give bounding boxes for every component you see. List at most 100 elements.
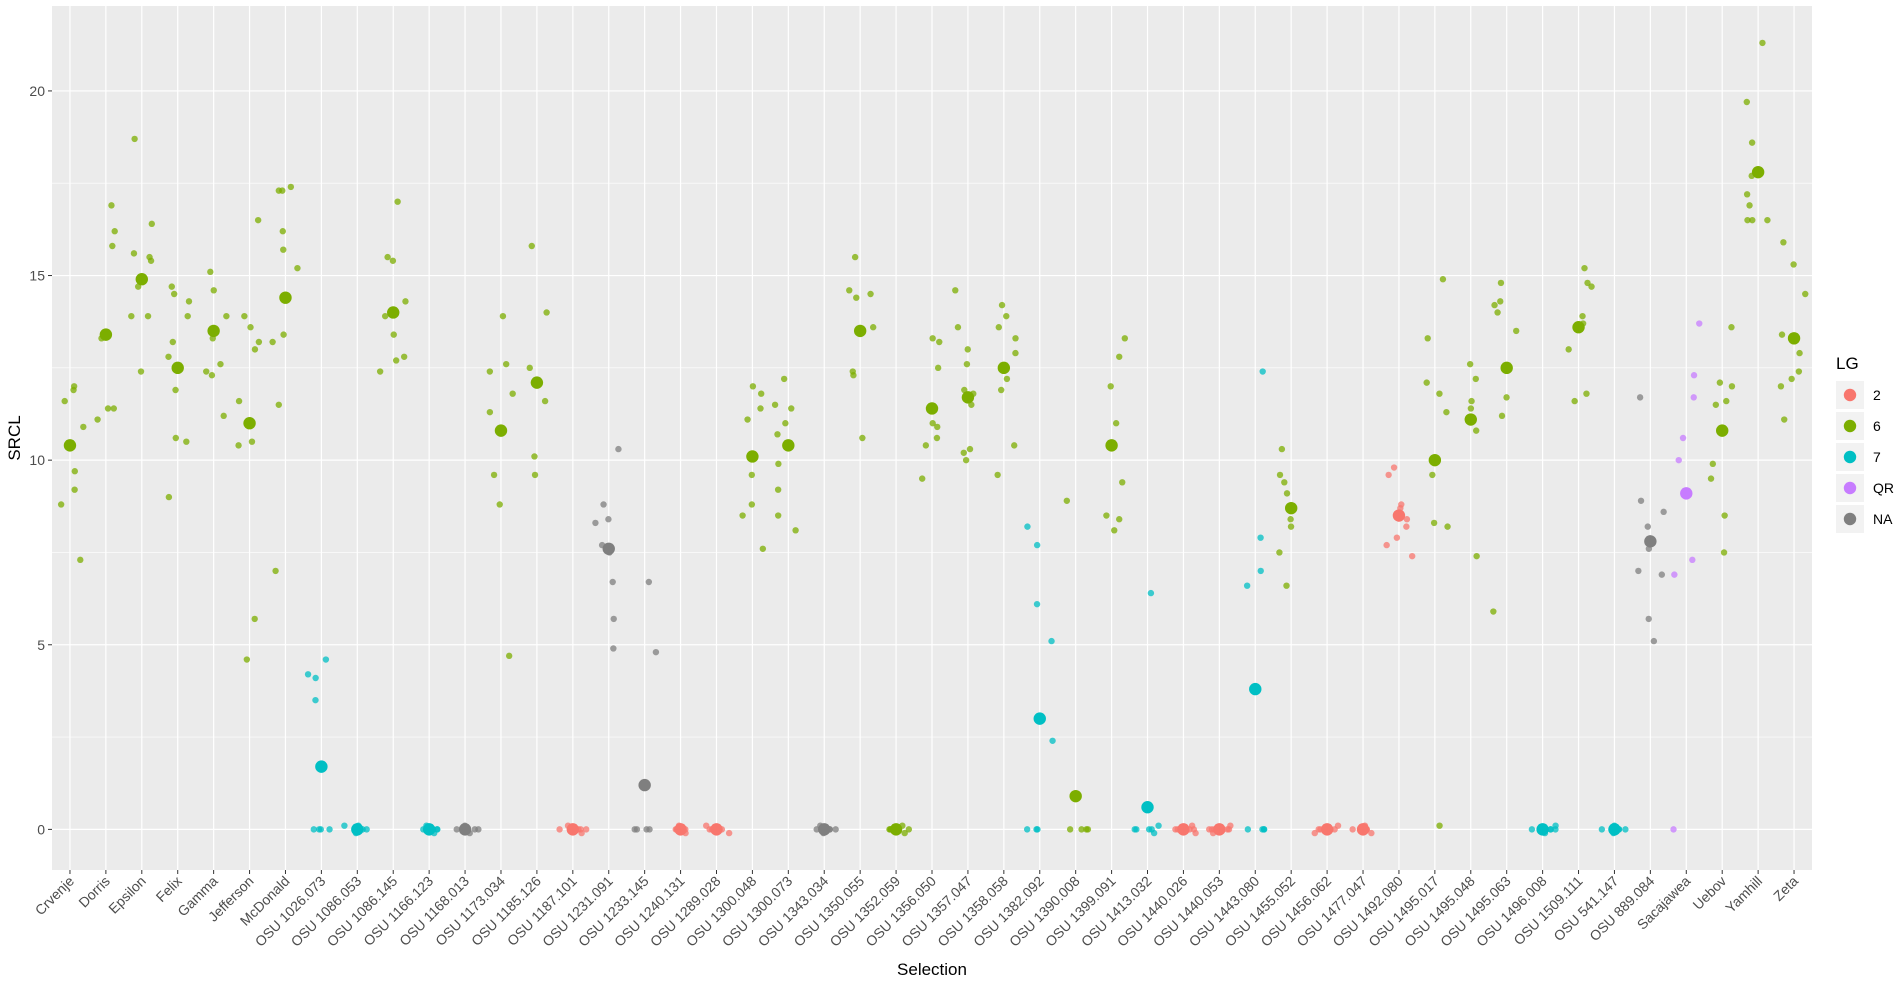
- data-point: [287, 183, 295, 191]
- mean-point: [853, 324, 867, 338]
- mean-point: [1500, 361, 1513, 375]
- mean-point: [135, 273, 148, 286]
- mean-point: [1644, 535, 1657, 548]
- legend-label-2: 2: [1873, 387, 1881, 403]
- data-point: [220, 412, 227, 420]
- data-point: [964, 346, 971, 353]
- data-point: [966, 445, 974, 453]
- data-point: [280, 246, 287, 253]
- data-point: [294, 264, 301, 272]
- data-point: [952, 287, 959, 294]
- data-point: [531, 453, 538, 460]
- data-point: [1033, 826, 1040, 833]
- data-point: [528, 242, 535, 250]
- data-point: [217, 360, 224, 368]
- data-point: [505, 652, 513, 660]
- data-point: [248, 438, 256, 445]
- data-point: [605, 516, 612, 523]
- mean-point: [1751, 165, 1765, 179]
- data-point: [1244, 826, 1252, 833]
- data-point: [1584, 279, 1591, 287]
- data-point: [389, 257, 397, 264]
- data-point: [1003, 375, 1011, 383]
- data-point: [1547, 826, 1554, 833]
- data-point: [1796, 349, 1803, 357]
- data-point: [1116, 353, 1123, 360]
- data-point: [1644, 523, 1651, 530]
- data-point: [1749, 216, 1756, 224]
- data-point: [304, 671, 312, 678]
- mean-point: [1680, 487, 1693, 500]
- data-point: [57, 501, 65, 508]
- data-point: [185, 298, 193, 305]
- data-point: [390, 331, 397, 338]
- mean-point: [99, 328, 113, 341]
- data-point: [774, 512, 782, 519]
- mean-point: [818, 823, 831, 836]
- data-point: [1645, 615, 1652, 623]
- data-point: [1225, 826, 1233, 833]
- data-point: [1368, 829, 1375, 837]
- legend-label-6: 6: [1873, 418, 1881, 434]
- y-axis-title: SRCL: [5, 415, 24, 460]
- data-point: [1393, 534, 1401, 541]
- data-point: [775, 460, 782, 468]
- mean-point: [602, 542, 615, 555]
- data-point: [748, 471, 756, 479]
- data-point: [1671, 571, 1678, 578]
- mean-point: [1572, 321, 1585, 334]
- data-point: [934, 423, 941, 431]
- data-point: [954, 324, 962, 331]
- legend-key-NA: [1843, 512, 1857, 526]
- data-point: [1436, 390, 1443, 397]
- mean-point: [1392, 509, 1406, 522]
- data-point: [995, 324, 1002, 331]
- data-point: [744, 416, 751, 423]
- data-point: [471, 826, 479, 833]
- data-point: [172, 434, 179, 442]
- data-point: [853, 294, 860, 301]
- data-point: [1728, 383, 1736, 390]
- data-point: [1690, 394, 1697, 401]
- mean-point: [1033, 712, 1046, 725]
- data-point: [757, 405, 764, 412]
- data-point: [1788, 375, 1795, 383]
- x-tick-label: Crvenje: [32, 873, 78, 919]
- data-point: [1721, 512, 1728, 519]
- y-tick-label: 0: [37, 821, 45, 837]
- data-point: [609, 578, 616, 586]
- data-point: [247, 324, 254, 331]
- data-point: [111, 228, 118, 235]
- data-point: [1744, 216, 1751, 224]
- data-point: [757, 390, 765, 397]
- data-point: [490, 471, 498, 479]
- data-point: [919, 475, 926, 482]
- data-point: [1430, 519, 1438, 527]
- data-point: [1579, 312, 1586, 320]
- data-point: [1759, 39, 1766, 47]
- legend: LG 2 6 7 QR NA: [1836, 354, 1894, 533]
- data-point: [771, 401, 779, 408]
- data-point: [1147, 589, 1155, 597]
- data-point: [223, 312, 230, 320]
- mean-point: [1069, 789, 1082, 803]
- data-point: [71, 486, 78, 493]
- data-point: [963, 360, 971, 368]
- data-point: [1287, 523, 1295, 530]
- y-axis-ticks: 0 5 10 15 20: [29, 83, 52, 837]
- data-point: [1746, 202, 1753, 209]
- data-point: [1049, 737, 1056, 744]
- mean-point: [207, 324, 220, 338]
- data-point: [172, 386, 179, 394]
- data-point: [583, 826, 590, 833]
- data-point: [1795, 368, 1803, 375]
- data-point: [1012, 335, 1019, 342]
- data-point: [600, 501, 607, 508]
- data-point: [1003, 312, 1010, 320]
- mean-point: [387, 306, 400, 319]
- data-point: [922, 442, 930, 449]
- data-point: [1116, 516, 1123, 523]
- data-point: [1084, 826, 1092, 833]
- data-point: [1112, 420, 1120, 427]
- data-point: [703, 822, 710, 829]
